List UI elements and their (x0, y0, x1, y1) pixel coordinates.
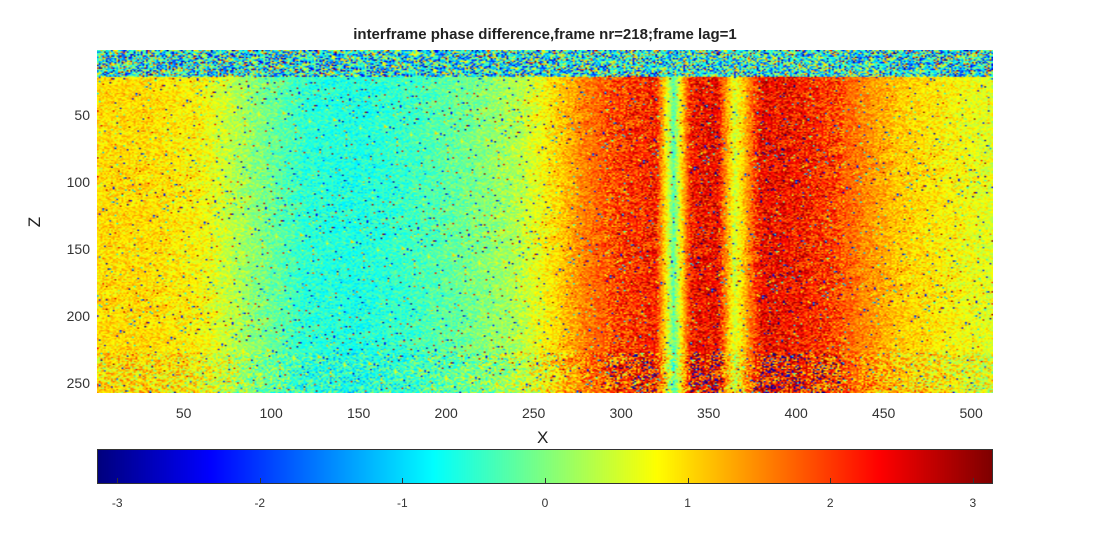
colorbar-tick-mark (830, 478, 832, 484)
colorbar-tick-label: 1 (684, 496, 691, 510)
colorbar-tick-mark (259, 478, 261, 484)
y-tick-label: 250 (66, 375, 90, 392)
x-tick-label: 400 (784, 405, 808, 421)
colorbar-tick-mark (687, 478, 689, 484)
x-tick-label: 50 (175, 405, 192, 421)
x-tick-label: 100 (259, 405, 283, 421)
x-tick-label: 150 (346, 405, 371, 421)
x-tick-label: 500 (959, 405, 983, 421)
colorbar-tick-mark (545, 478, 546, 484)
y-tick-label: 50 (74, 107, 90, 124)
x-tick-label: 200 (434, 405, 458, 421)
colorbar-tick-mark (972, 478, 974, 484)
heatmap-image (97, 50, 993, 393)
y-tick-label: 200 (66, 308, 90, 325)
colorbar-tick-label: -1 (397, 496, 408, 510)
colorbar-tick-marks (97, 449, 993, 484)
colorbar-tick-mark (402, 478, 404, 484)
colorbar-tick-label: -2 (254, 496, 266, 510)
colorbar-tick-label: 2 (826, 496, 834, 510)
y-tick-label: 150 (66, 241, 90, 258)
y-axis-label: Z (25, 216, 45, 228)
chart-title: interframe phase difference,frame nr=218… (353, 26, 737, 43)
colorbar-tick-mark (117, 478, 119, 484)
colorbar-tick-label: 3 (969, 496, 977, 510)
x-tick-label: 250 (521, 405, 546, 421)
colorbar-tick-label: -3 (111, 496, 123, 510)
x-tick-label: 350 (696, 405, 721, 421)
y-tick-label: 100 (66, 174, 90, 191)
x-tick-label: 450 (871, 405, 896, 421)
x-axis-label: X (537, 428, 549, 447)
x-tick-label: 300 (609, 405, 633, 421)
colorbar-tick-label: 0 (541, 496, 549, 510)
